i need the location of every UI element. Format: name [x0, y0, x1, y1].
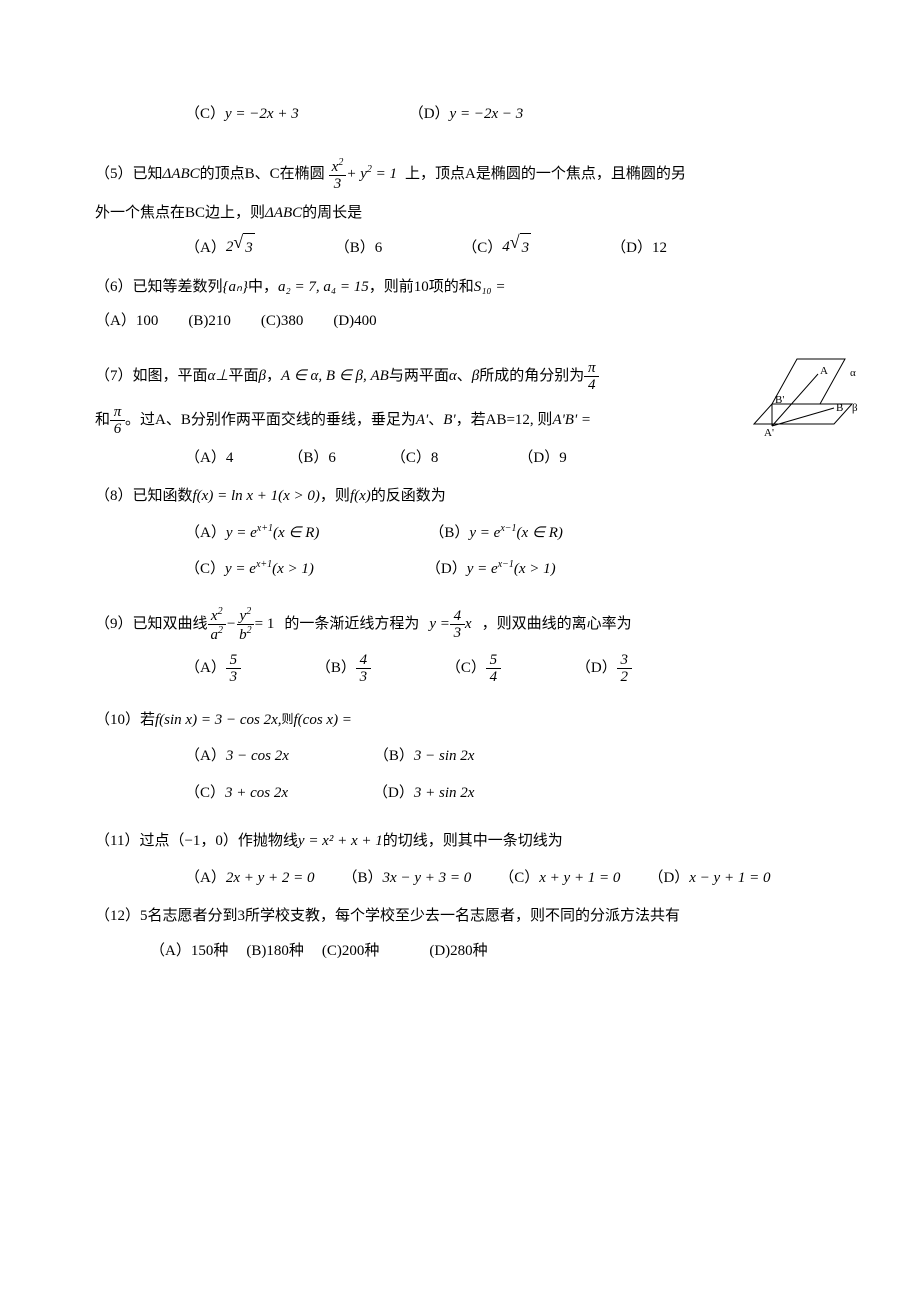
q5-text4: 外一个焦点在BC边上，则 — [95, 199, 265, 228]
opt-c-expr: y = −2x + 3 — [225, 100, 299, 129]
opt-c: (C)380 — [261, 307, 304, 336]
opt-d-expr: y = −2x − 3 — [450, 100, 524, 129]
opt-d-val: 12 — [652, 234, 667, 263]
q5-text5: 的周长是 — [302, 199, 362, 228]
q7-options: （A）4 （B）6 （C）8 （D）9 — [95, 444, 825, 473]
opt-a: （A）100 — [95, 307, 158, 336]
q6-stem: （6）已知等差数列 {aₙ} 中， a₂ = 7, a₄ = 15 ，则前10项… — [95, 273, 825, 302]
q7: A α B β B' A' （7）如图，平面 α ⊥ 平面 β ， A ∈ α,… — [95, 360, 825, 473]
q12: （12）5名志愿者分到3所学校支教，每个学校至少去一名志愿者，则不同的分派方法共… — [95, 902, 825, 965]
opt-d: （D）9 — [518, 444, 566, 473]
q6-options: （A）100 (B)210 (C)380 (D)400 — [95, 307, 825, 336]
q5-text3: 上，顶点A是椭圆的一个焦点，且椭圆的另 — [405, 160, 686, 189]
planes-diagram: A α B β B' A' — [750, 354, 865, 449]
q5-text2: 的顶点B、C在椭圆 — [200, 160, 325, 189]
triangle-sym2: ΔABC — [265, 199, 302, 228]
q8-options-row1: （A） y = ex+1(x ∈ R) （B） y = ex−1(x ∈ R) — [95, 519, 825, 548]
q7-stem-line1: （7）如图，平面 α ⊥ 平面 β ， A ∈ α, B ∈ β, AB 与两平… — [95, 360, 825, 394]
opt-a-val: 23 — [226, 233, 255, 263]
opt-d-label: （D） — [611, 234, 652, 263]
svg-text:A': A' — [764, 427, 774, 439]
opt-c-label: （C） — [462, 234, 502, 263]
q8-stem: （8）已知函数 f(x) = ln x + 1(x > 0) ，则 f(x) 的… — [95, 482, 825, 511]
q6: （6）已知等差数列 {aₙ} 中， a₂ = 7, a₄ = 15 ，则前10项… — [95, 273, 825, 336]
q10-options-row1: （A） 3 − cos 2x （B） 3 − sin 2x — [95, 742, 825, 771]
opt-b-val: 6 — [375, 234, 383, 263]
q11-stem: （11）过点（−1，0）作抛物线 y = x² + x + 1 的切线，则其中一… — [95, 827, 825, 856]
q5-text: （5）已知 — [95, 160, 163, 189]
svg-text:β: β — [852, 402, 858, 414]
q5-stem-line2: 外一个焦点在BC边上，则 ΔABC 的周长是 — [95, 199, 825, 228]
opt-a: （A）150种 — [150, 937, 228, 966]
opt-d: (D)400 — [333, 307, 376, 336]
opt-d-label: （D） — [409, 100, 450, 129]
svg-text:α: α — [850, 367, 856, 379]
opt-b: （B）6 — [288, 444, 336, 473]
q4-options: （C） y = −2x + 3 （D） y = −2x − 3 — [95, 100, 825, 129]
q9-options: （A） 53 （B） 43 （C） 54 （D） 32 — [95, 652, 825, 686]
q10-options-row2: （C） 3 + cos 2x （D） 3 + sin 2x — [95, 779, 825, 808]
opt-a: （A）4 — [185, 444, 233, 473]
opt-c-label: （C） — [185, 100, 225, 129]
ellipse-rest: + y2 = 1 — [346, 160, 397, 189]
svg-text:B: B — [836, 402, 843, 414]
q5-stem-line1: （5）已知 ΔABC 的顶点B、C在椭圆 x2 3 + y2 = 1 上，顶点A… — [95, 157, 825, 193]
q5: （5）已知 ΔABC 的顶点B、C在椭圆 x2 3 + y2 = 1 上，顶点A… — [95, 157, 825, 263]
q9-stem: （9）已知双曲线 x2 a2 − y2 b2 = 1 的一条渐近线方程为 y =… — [95, 606, 825, 644]
opt-b: (B)210 — [188, 307, 231, 336]
q9: （9）已知双曲线 x2 a2 − y2 b2 = 1 的一条渐近线方程为 y =… — [95, 606, 825, 686]
q11-options: （A） 2x + y + 2 = 0 （B） 3x − y + 3 = 0 （C… — [95, 864, 825, 893]
opt-b: (B)180种 — [246, 937, 304, 966]
pi4: π4 — [584, 360, 599, 394]
ellipse-frac: x2 3 — [329, 157, 347, 193]
q10: （10）若 f(sin x) = 3 − cos 2x, 则 f(cos x) … — [95, 706, 825, 808]
q5-options: （A） 23 （B） 6 （C） 43 （D） 12 — [95, 233, 825, 263]
q12-options: （A）150种 (B)180种 (C)200种 (D)280种 — [95, 937, 825, 966]
q8-options-row2: （C） y = ex+1(x > 1) （D） y = ex−1(x > 1) — [95, 555, 825, 584]
pi6: π6 — [110, 404, 125, 438]
opt-c: (C)200种 — [322, 937, 380, 966]
opt-c: （C）8 — [391, 444, 439, 473]
opt-d: (D)280种 — [429, 937, 487, 966]
svg-text:B': B' — [775, 394, 784, 406]
q12-stem: （12）5名志愿者分到3所学校支教，每个学校至少去一名志愿者，则不同的分派方法共… — [95, 902, 825, 931]
triangle-sym: ΔABC — [163, 160, 200, 189]
opt-a-label: （A） — [185, 234, 226, 263]
svg-text:A: A — [820, 365, 828, 377]
q7-stem-line2: 和 π6 。过A、B分别作两平面交线的垂线，垂足为 A'、 B' ，若AB=12… — [95, 404, 825, 438]
q11: （11）过点（−1，0）作抛物线 y = x² + x + 1 的切线，则其中一… — [95, 827, 825, 892]
q10-stem: （10）若 f(sin x) = 3 − cos 2x, 则 f(cos x) … — [95, 706, 825, 735]
q8: （8）已知函数 f(x) = ln x + 1(x > 0) ，则 f(x) 的… — [95, 482, 825, 584]
opt-c-val: 43 — [502, 233, 531, 263]
opt-b-label: （B） — [335, 234, 375, 263]
